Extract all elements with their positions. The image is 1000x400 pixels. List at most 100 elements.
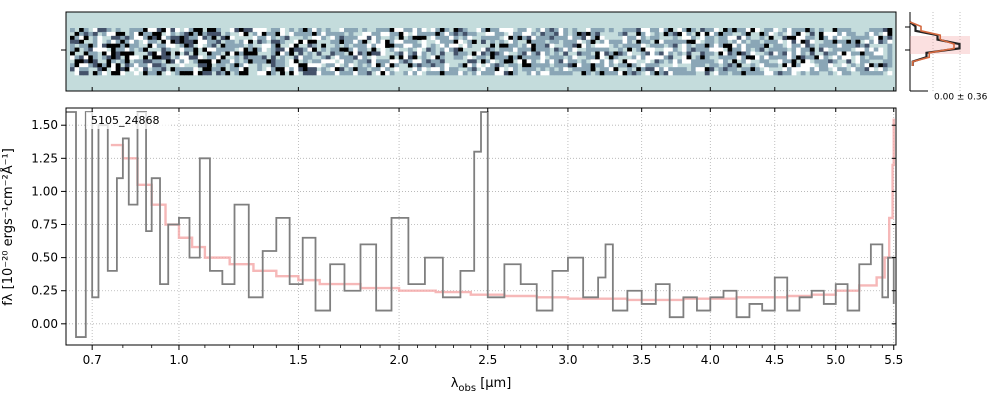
heatmap-cell (458, 31, 464, 37)
heatmap-cell (152, 51, 158, 56)
heatmap-cell (494, 55, 500, 60)
heatmap-cell (741, 47, 747, 52)
profile-line-model (909, 21, 955, 66)
heatmap-cell (809, 67, 815, 72)
heatmap-cell (380, 51, 386, 56)
heatmap-cell (380, 59, 386, 64)
heatmap-cell (481, 39, 486, 44)
heatmap-cell (257, 35, 263, 41)
heatmap-cell (613, 43, 619, 48)
heatmap-cell (298, 55, 304, 60)
heatmap-cell (147, 28, 153, 33)
heatmap-cell (526, 35, 532, 41)
heatmap-cell (412, 51, 418, 56)
heatmap-cell (202, 39, 208, 44)
heatmap-cell (216, 47, 221, 52)
heatmap-cell (88, 31, 94, 37)
heatmap-cell (786, 67, 792, 72)
heatmap-cell (709, 28, 715, 33)
heatmap-cell (152, 43, 158, 48)
heatmap-cell (563, 31, 569, 37)
heatmap-cell (869, 67, 875, 72)
heatmap-cell (764, 67, 769, 72)
heatmap-cell (152, 28, 158, 33)
heatmap-cell (512, 35, 518, 41)
heatmap-cell (74, 55, 80, 60)
heatmap-cell (695, 67, 701, 72)
heatmap-cell (481, 55, 486, 60)
heatmap-cell (846, 39, 852, 44)
heatmap-cell (252, 35, 258, 41)
heatmap-cell (608, 63, 614, 68)
heatmap-cell (357, 71, 363, 76)
heatmap-cell (654, 55, 660, 60)
heatmap-cell (517, 51, 523, 56)
heatmap-cell (741, 51, 747, 56)
heatmap-cell (841, 63, 847, 68)
heatmap-cell (129, 35, 135, 41)
heatmap-cell (417, 47, 422, 52)
heatmap-cell (261, 31, 267, 37)
heatmap-cell (243, 55, 249, 60)
heatmap-cell (403, 39, 409, 44)
heatmap-cell (476, 55, 482, 60)
heatmap-cell (184, 67, 190, 72)
heatmap-cell (453, 71, 459, 76)
heatmap-cell (97, 63, 103, 68)
heatmap-cell (677, 71, 683, 76)
heatmap-cell (627, 59, 632, 64)
heatmap-cell (681, 43, 687, 48)
heatmap-cell (672, 31, 678, 37)
heatmap-cell (809, 35, 815, 41)
heatmap-cell (645, 47, 651, 52)
heatmap-cell (837, 39, 843, 44)
heatmap-cell (439, 67, 445, 72)
heatmap-cell (120, 39, 126, 44)
heatmap-cell (882, 39, 888, 44)
heatmap-cell (412, 71, 418, 76)
heatmap-cell (544, 47, 550, 52)
heatmap-cell (686, 71, 692, 76)
heatmap-cell (435, 71, 441, 76)
heatmap-cell (864, 67, 870, 72)
heatmap-cell (700, 47, 706, 52)
heatmap-cell (129, 51, 135, 56)
x-axis: 0.7 1.0 1.5 2.0 2.5 3.0 3.5 4.0 4.5 5.0 5.5 (83, 108, 903, 367)
heatmap-cell (70, 67, 75, 72)
heatmap-cell (741, 43, 747, 48)
heatmap-cell (161, 47, 167, 52)
heatmap-cell (782, 51, 788, 56)
heatmap-cell (453, 31, 459, 37)
heatmap-cell (563, 35, 569, 41)
heatmap-cell (389, 55, 395, 60)
heatmap-cell (430, 51, 436, 56)
heatmap-cell (764, 31, 769, 37)
heatmap-cell (736, 28, 742, 33)
heatmap-cell (184, 35, 190, 41)
heatmap-cell (540, 55, 546, 60)
heatmap-cell (170, 35, 176, 41)
heatmap-cell (837, 71, 843, 76)
heatmap-cell (165, 47, 171, 52)
heatmap-cell (572, 55, 578, 60)
heatmap-cell (293, 47, 299, 52)
heatmap-cell (225, 43, 231, 48)
heatmap-cell (207, 51, 212, 56)
heatmap-cell (238, 47, 244, 52)
heatmap-cell (627, 47, 632, 52)
heatmap-cell (608, 28, 614, 33)
heatmap-cell (549, 55, 555, 60)
heatmap-cell (485, 67, 491, 72)
heatmap-cell (841, 67, 847, 72)
heatmap-cell (640, 28, 646, 33)
heatmap-cell (179, 67, 185, 72)
heatmap-cell (704, 51, 710, 56)
heatmap-cell (508, 59, 514, 64)
heatmap-cell (161, 43, 167, 48)
heatmap-cell (786, 55, 792, 60)
heatmap-cell (508, 28, 514, 33)
heatmap-cell (216, 67, 221, 72)
heatmap-cell (887, 55, 893, 60)
heatmap-cell (549, 67, 555, 72)
heatmap-cell (604, 59, 610, 64)
